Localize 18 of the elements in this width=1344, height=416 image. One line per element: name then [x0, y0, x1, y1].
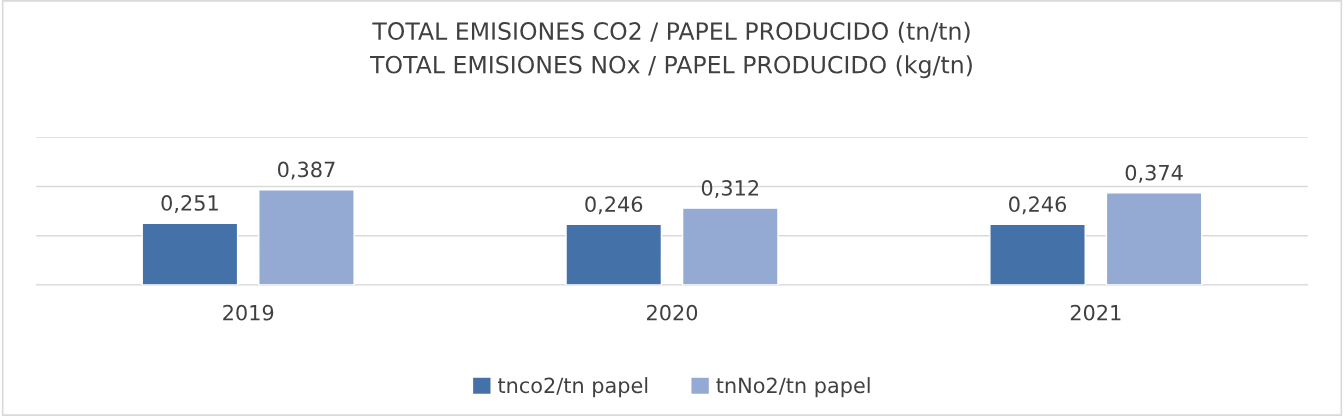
bar — [565, 223, 663, 285]
x-tick-label: 2019 — [223, 304, 274, 321]
bar — [1105, 192, 1203, 285]
data-label: 0,312 — [701, 180, 759, 198]
bar — [989, 223, 1086, 285]
data-label: 0,251 — [161, 195, 218, 213]
data-label: 0,374 — [1125, 164, 1183, 183]
chart-title: TOTAL EMISIONES CO2 / PAPEL PRODUCIDO (tn/tn) TOTAL EMISIONES NOx / PAPEL PRODUCIDO (kg/tn) — [370, 21, 972, 79]
data-label: 0,246 — [1009, 196, 1067, 215]
x-tick-label: 2020 — [647, 304, 698, 321]
bar — [141, 222, 239, 285]
legend-label: tnco2/tn papel — [498, 377, 648, 398]
data-label: 0,387 — [278, 161, 335, 180]
legend-label: tnNo2/tn papel — [716, 377, 870, 398]
bar — [258, 189, 355, 285]
x-tick-label: 2021 — [1070, 304, 1121, 321]
bar — [681, 207, 779, 285]
data-label: 0,246 — [585, 196, 643, 215]
